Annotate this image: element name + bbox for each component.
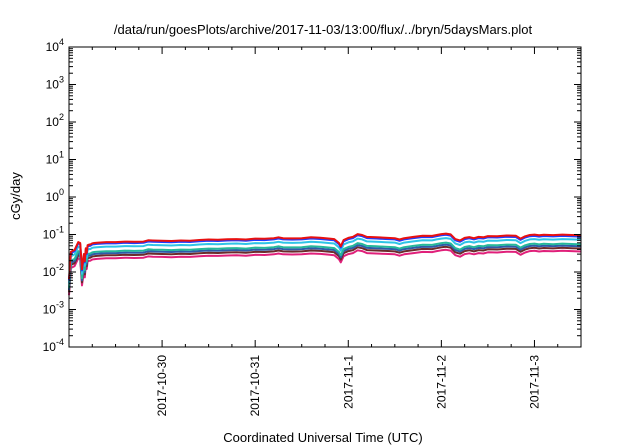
y-tick-label: 10-3 xyxy=(43,300,64,317)
x-tick-label: 2017-10-30 xyxy=(155,355,169,417)
series-line-3 xyxy=(68,243,582,291)
y-tick-label: 102 xyxy=(46,112,64,129)
y-tick-label: 10-1 xyxy=(43,225,64,242)
x-tick-label: 2017-10-31 xyxy=(248,355,262,417)
x-tick-label: 2017-11-3 xyxy=(527,355,541,409)
plot-frame xyxy=(68,46,582,348)
y-tick-label: 10-2 xyxy=(43,262,64,279)
series-line-4 xyxy=(68,241,582,289)
x-axis-label: Coordinated Universal Time (UTC) xyxy=(223,430,422,445)
series-line-1 xyxy=(68,248,582,296)
axes: 10-4 10-3 10-2 10-1 100 101 102 103 104 2017-10-3… xyxy=(43,37,581,416)
series-line-2 xyxy=(68,245,582,293)
y-tick-label: 104 xyxy=(46,37,64,54)
series-line-5 xyxy=(68,237,582,284)
y-tick-label: 103 xyxy=(46,75,64,92)
plot-area xyxy=(68,232,582,296)
y-tick-label: 100 xyxy=(46,187,64,204)
x-tick-label: 2017-11-1 xyxy=(341,355,355,409)
x-tick-label: 2017-11-2 xyxy=(434,355,448,409)
y-axis-label: cGy/day xyxy=(8,172,23,220)
series-line-6 xyxy=(68,233,582,281)
series-line-7 xyxy=(68,232,582,280)
y-tick-label: 10-4 xyxy=(43,337,64,354)
y-tick-label: 101 xyxy=(46,150,64,167)
chart-title: /data/run/goesPlots/archive/2017-11-03/1… xyxy=(114,22,533,37)
